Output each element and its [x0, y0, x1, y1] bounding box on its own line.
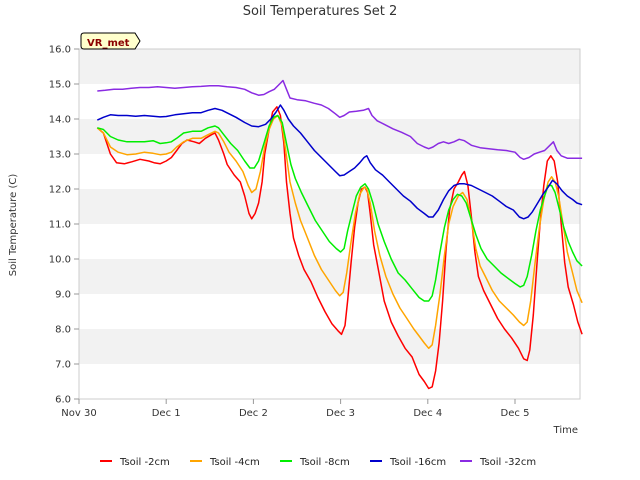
grid-band — [79, 84, 580, 119]
y-tick-label: 7.0 — [55, 360, 71, 371]
y-tick-label: 8.0 — [55, 325, 71, 336]
station-badge-box — [80, 32, 141, 50]
station-badge-label: VR_met — [87, 38, 130, 49]
legend-label: Tsoil -8cm — [299, 457, 350, 468]
legend-label: Tsoil -32cm — [479, 457, 536, 468]
x-axis-title: Time — [553, 425, 578, 436]
y-axis-title: Soil Temperature (C) — [8, 174, 19, 277]
x-tick-label: Dec 2 — [239, 408, 268, 419]
x-tick-label: Dec 3 — [326, 408, 355, 419]
series-line-tsoil-32cm — [97, 79, 583, 161]
grid-band — [79, 364, 580, 399]
series-lines — [96, 79, 583, 390]
station-badge: VR_met — [80, 32, 141, 50]
x-tick-label: Nov 30 — [61, 408, 96, 419]
y-tick-label: 16.0 — [49, 45, 71, 56]
grid-band — [79, 119, 580, 154]
series-line-tsoil-4cm — [96, 114, 583, 350]
x-tick-label: Dec 5 — [501, 408, 530, 419]
y-tick-label: 11.0 — [49, 220, 71, 231]
series-line-tsoil-8cm — [97, 114, 583, 302]
series-line-tsoil-16cm — [96, 104, 583, 220]
y-tick-label: 6.0 — [55, 395, 71, 406]
legend-label: Tsoil -4cm — [209, 457, 260, 468]
grid-band — [79, 49, 580, 84]
grid-band — [79, 294, 580, 329]
grid-band — [79, 189, 580, 224]
y-tick-label: 10.0 — [49, 255, 71, 266]
grid-band — [79, 329, 580, 364]
y-tick-label: 13.0 — [49, 150, 71, 161]
legend-label: Tsoil -16cm — [389, 457, 446, 468]
y-tick-label: 9.0 — [55, 290, 71, 301]
y-tick-label: 14.0 — [49, 115, 71, 126]
y-axis-ticks: 6.0 7.0 8.0 9.0 10.0 11.0 12.0 13.0 14.0 15.0 16.0 — [49, 45, 79, 406]
x-tick-label: Dec 4 — [413, 408, 442, 419]
x-axis-ticks: Nov 30 Dec 1 Dec 2 Dec 3 Dec 4 Dec 5 — [61, 399, 529, 419]
grid-bands — [79, 49, 580, 399]
grid-band — [79, 154, 580, 189]
legend-label: Tsoil -2cm — [119, 457, 170, 468]
y-tick-label: 15.0 — [49, 80, 71, 91]
chart-title: Soil Temperatures Set 2 — [243, 4, 398, 19]
x-tick-label: Dec 1 — [152, 408, 181, 419]
legend: Tsoil -2cm Tsoil -4cm Tsoil -8cm Tsoil -16c… — [100, 457, 536, 468]
y-tick-label: 12.0 — [49, 185, 71, 196]
grid-band — [79, 259, 580, 294]
